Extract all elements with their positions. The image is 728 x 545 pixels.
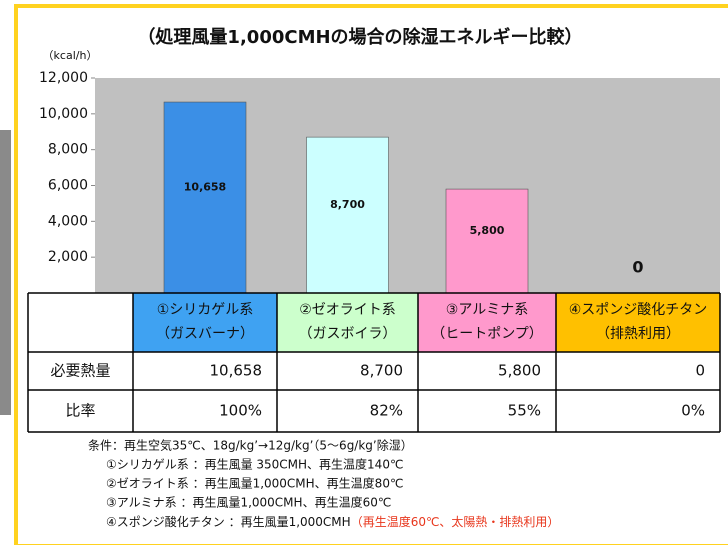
photo-edge (0, 130, 11, 415)
bar (164, 102, 246, 293)
y-tick-label: 4,000 (48, 213, 88, 229)
note: ①シリカゲル系 ：再生風量 350CMH、再生温度140℃ (106, 457, 403, 472)
category-label: ①シリカゲル系 (157, 302, 254, 318)
note: ②ゼオライト系 ：再生風量1,000CMH、再生温度80℃ (106, 476, 403, 491)
y-tick-label: 6,000 (48, 178, 88, 194)
bar (446, 189, 528, 293)
category-label: ④スポンジ酸化チタン (569, 302, 708, 318)
note: 条件：再生空気35℃、18g/kg’→12g/kg’（5～6g/kg’除湿） (88, 438, 413, 453)
cell-value: 0 (695, 362, 705, 380)
y-tick-label: 8,000 (48, 142, 88, 158)
cell-value: 5,800 (498, 362, 541, 380)
category-label: （ガスバーナ） (156, 326, 254, 342)
note: ③アルミナ系 ：再生風量1,000CMH、再生温度60℃ (106, 495, 391, 510)
note-highlight: （再生温度60℃、太陽熱・排熱利用） (351, 514, 560, 529)
category-label: （ヒートポンプ） (431, 326, 543, 342)
cell-value: 82% (370, 402, 403, 420)
y-tick-label: 12,000 (39, 70, 88, 86)
bar (307, 137, 389, 293)
category-label: （排熱利用） (596, 326, 680, 342)
note: ④スポンジ酸化チタン ：再生風量1,000CMH（再生温度60℃、太陽熱・排熱利… (106, 514, 559, 529)
cell-value: 0% (681, 402, 705, 420)
data-label: 10,658 (184, 181, 226, 194)
chart: （処理風量1,000CMHの場合の除湿エネルギー比較） （kcal/h） 2,0… (0, 0, 728, 545)
data-label: 5,800 (470, 224, 505, 237)
cell-value: 55% (508, 402, 541, 420)
y-tick-label: 10,000 (39, 106, 88, 122)
y-unit: （kcal/h） (43, 49, 98, 62)
cell-value: 8,700 (360, 362, 403, 380)
row-label: 必要熱量 (50, 362, 110, 380)
data-label: 8,700 (330, 198, 365, 211)
note-part: ④スポンジ酸化チタン ：再生風量1,000CMH (106, 514, 351, 529)
cell-value: 10,658 (210, 362, 263, 380)
cell-value: 100% (219, 402, 262, 420)
category-label: （ガスボイラ） (299, 326, 397, 342)
category-label: ②ゼオライト系 (299, 302, 396, 318)
chart-title: （処理風量1,000CMHの場合の除湿エネルギー比較） (137, 26, 582, 48)
category-label: ③アルミナ系 (446, 302, 528, 318)
y-tick-label: 2,000 (48, 249, 88, 265)
row-label: 比率 (65, 402, 95, 420)
data-label: 0 (632, 258, 643, 277)
